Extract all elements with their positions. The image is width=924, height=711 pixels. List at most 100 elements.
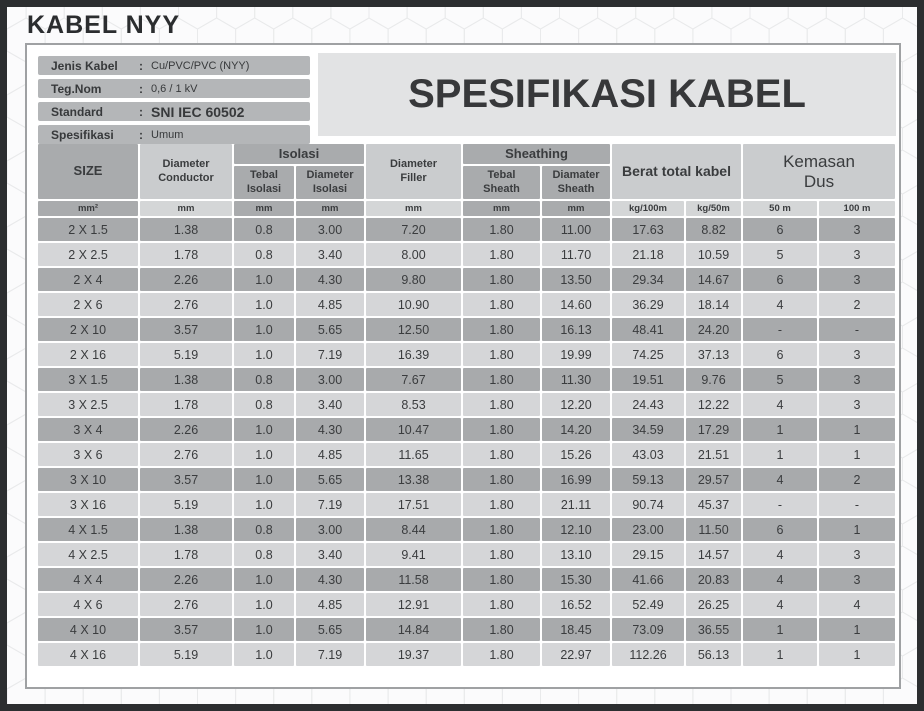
cell-kemasan-100m: 3 [819,218,895,241]
cell-berat-kg-100m: 29.34 [612,268,684,291]
cell-tebal-sheath: 1.80 [463,518,540,541]
cell-tebal-isolasi: 1.0 [234,643,294,666]
cell-kemasan-100m: - [819,318,895,341]
column-header-kemasan-dus: Kemasan Dus [743,144,895,199]
spec-sheet-title: SPESIFIKASI KABEL [318,53,896,136]
cell-tebal-isolasi: 1.0 [234,468,294,491]
info-separator: : [139,104,143,119]
column-header-diameter-filler: Diameter Filler [366,144,461,199]
cell-diameter-conductor: 5.19 [140,643,232,666]
cell-kemasan-100m: 3 [819,568,895,591]
cell-diameter-filler: 11.58 [366,568,461,591]
cell-berat-kg-50m: 56.13 [686,643,741,666]
cell-berat-kg-100m: 17.63 [612,218,684,241]
cell-size: 3 X 4 [38,418,138,441]
cell-diameter-isolasi: 7.19 [296,343,364,366]
cell-tebal-sheath: 1.80 [463,268,540,291]
cell-berat-kg-50m: 12.22 [686,393,741,416]
table-row: 4 X 4 2.26 1.0 4.30 11.58 1.80 15.30 41.66 20.83… [38,568,895,591]
cell-diameter-conductor: 2.76 [140,443,232,466]
column-header-tebal-sheath: Tebal Sheath [463,166,540,199]
cell-kemasan-100m: 3 [819,268,895,291]
cell-kemasan-100m: 3 [819,543,895,566]
table-row: 4 X 6 2.76 1.0 4.85 12.91 1.80 16.52 52.49 26.25… [38,593,895,616]
unit-diameter-filler: mm [366,201,461,216]
cell-diameter-filler: 7.20 [366,218,461,241]
info-row-spesifikasi: Spesifikasi : Umum [38,125,310,144]
info-separator: : [139,81,143,96]
cell-kemasan-100m: 3 [819,243,895,266]
column-group-isolasi: Isolasi [234,144,364,164]
cell-kemasan-50m: 1 [743,618,817,641]
cell-diamater-sheath: 11.70 [542,243,610,266]
cell-size: 4 X 4 [38,568,138,591]
cell-diamater-sheath: 14.60 [542,293,610,316]
info-label: Spesifikasi [51,127,114,142]
cell-kemasan-50m: 1 [743,418,817,441]
table-row: 4 X 1.5 1.38 0.8 3.00 8.44 1.80 12.10 23.00 11.5… [38,518,895,541]
cell-diameter-isolasi: 3.00 [296,218,364,241]
table-row: 3 X 4 2.26 1.0 4.30 10.47 1.80 14.20 34.59 17.29… [38,418,895,441]
cell-berat-kg-100m: 19.51 [612,368,684,391]
cell-berat-kg-100m: 73.09 [612,618,684,641]
cell-size: 2 X 2.5 [38,243,138,266]
cell-size: 3 X 6 [38,443,138,466]
cell-diamater-sheath: 14.20 [542,418,610,441]
cell-berat-kg-100m: 34.59 [612,418,684,441]
cell-berat-kg-100m: 36.29 [612,293,684,316]
cell-kemasan-50m: 1 [743,443,817,466]
cell-size: 4 X 2.5 [38,543,138,566]
cell-diamater-sheath: 21.11 [542,493,610,516]
header-group-row: SIZE Diameter Conductor Isolasi Diameter… [38,144,895,199]
units-row: mm² mm mm mm mm mm mm kg/100m kg/50m 50 … [38,201,895,216]
cell-berat-kg-100m: 43.03 [612,443,684,466]
cell-tebal-sheath: 1.80 [463,368,540,391]
cell-tebal-isolasi: 1.0 [234,418,294,441]
cell-tebal-sheath: 1.80 [463,543,540,566]
cell-berat-kg-50m: 26.25 [686,593,741,616]
table-body: 2 X 1.5 1.38 0.8 3.00 7.20 1.80 11.00 17.63 8.82… [38,218,895,666]
cell-diameter-filler: 8.53 [366,393,461,416]
cell-berat-kg-100m: 48.41 [612,318,684,341]
info-value: Umum [151,128,184,141]
table-row: 3 X 2.5 1.78 0.8 3.40 8.53 1.80 12.20 24.43 12.2… [38,393,895,416]
info-separator: : [139,127,143,142]
cell-diameter-filler: 17.51 [366,493,461,516]
cell-diameter-filler: 7.67 [366,368,461,391]
page-title: KABEL NYY [27,11,181,39]
cell-kemasan-50m: 4 [743,393,817,416]
info-label: Standard [51,104,104,119]
cell-berat-kg-50m: 14.67 [686,268,741,291]
spec-panel: Jenis Kabel : Cu/PVC/PVC (NYY) Teg.Nom :… [25,43,901,689]
column-header-berat-total-kabel: Berat total kabel [612,144,741,199]
cell-diameter-conductor: 2.26 [140,568,232,591]
cell-diameter-filler: 14.84 [366,618,461,641]
cell-tebal-sheath: 1.80 [463,293,540,316]
cell-diameter-filler: 10.47 [366,418,461,441]
cell-size: 4 X 10 [38,618,138,641]
cell-berat-kg-100m: 24.43 [612,393,684,416]
info-row-standard: Standard : SNI IEC 60502 [38,102,310,121]
cell-diamater-sheath: 15.26 [542,443,610,466]
cell-diameter-isolasi: 4.30 [296,418,364,441]
cell-tebal-isolasi: 1.0 [234,618,294,641]
cell-diameter-conductor: 2.26 [140,418,232,441]
table-row: 2 X 16 5.19 1.0 7.19 16.39 1.80 19.99 74.25 37.1… [38,343,895,366]
cell-diameter-filler: 12.50 [366,318,461,341]
cell-diameter-isolasi: 4.85 [296,293,364,316]
cell-diameter-conductor: 3.57 [140,618,232,641]
cell-diamater-sheath: 13.10 [542,543,610,566]
cell-tebal-isolasi: 1.0 [234,443,294,466]
cell-tebal-sheath: 1.80 [463,593,540,616]
cell-diameter-filler: 13.38 [366,468,461,491]
cell-diameter-filler: 9.41 [366,543,461,566]
cell-diameter-conductor: 2.26 [140,268,232,291]
cell-tebal-sheath: 1.80 [463,243,540,266]
cell-diameter-isolasi: 4.30 [296,568,364,591]
cell-diameter-filler: 16.39 [366,343,461,366]
cell-tebal-isolasi: 1.0 [234,343,294,366]
table-row: 2 X 6 2.76 1.0 4.85 10.90 1.80 14.60 36.29 18.14… [38,293,895,316]
cell-diameter-filler: 10.90 [366,293,461,316]
cell-kemasan-50m: 6 [743,518,817,541]
cell-kemasan-50m: 4 [743,593,817,616]
